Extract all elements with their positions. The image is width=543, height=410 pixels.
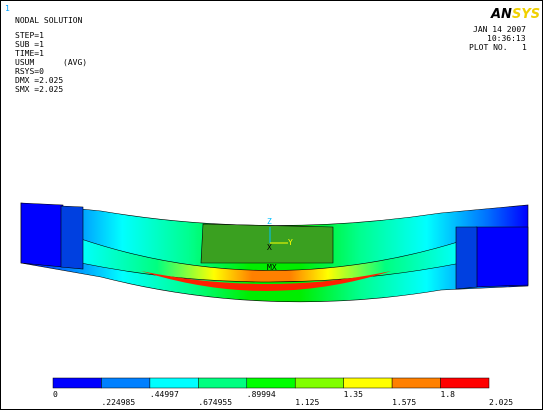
- legend-swatch: [149, 377, 199, 389]
- legend-label: 1.8: [440, 390, 455, 399]
- plot-number: PLOT NO. 1: [469, 43, 527, 52]
- left-stiffener: [60, 205, 84, 270]
- info-line: STEP=1: [15, 31, 44, 40]
- legend-label: 2.025: [489, 398, 514, 407]
- info-line: RSYS=0: [15, 67, 44, 76]
- legend-swatch: [343, 377, 393, 389]
- max-zone: [141, 271, 391, 291]
- legend-label: .89994: [246, 390, 276, 399]
- avg-label: (AVG): [63, 58, 88, 67]
- max-label: MX: [267, 263, 277, 272]
- legend-label: 1.35: [343, 390, 363, 399]
- info-line: SUB =1: [15, 40, 44, 49]
- triad-y-label: Y: [288, 238, 293, 247]
- legend-swatch: [246, 377, 296, 389]
- center-plate: [200, 223, 334, 264]
- info-line: SMX =2.025: [15, 85, 64, 94]
- legend-swatch: [440, 377, 490, 389]
- legend-swatch: [198, 377, 248, 389]
- info-line: DMX =2.025: [15, 76, 64, 85]
- info-title: NODAL SOLUTION: [15, 16, 83, 25]
- triad-z-label: Z: [267, 217, 272, 226]
- logo-left: AN: [491, 7, 512, 22]
- legend-label: 1.125: [295, 398, 320, 407]
- time: 10:36:13: [487, 34, 526, 43]
- legend-swatch: [52, 377, 102, 389]
- legend-label: .224985: [101, 398, 136, 407]
- legend-swatch: [391, 377, 441, 389]
- legend-swatch: [294, 377, 344, 389]
- legend-label: .674955: [198, 398, 233, 407]
- legend-swatch: [101, 377, 151, 389]
- legend-label: .44997: [149, 390, 179, 399]
- info-line: USUM: [15, 58, 35, 67]
- logo-right: SYS: [511, 7, 541, 22]
- info-line: TIME=1: [15, 49, 44, 58]
- right-stiffener: [455, 226, 478, 290]
- window-id: 1: [5, 4, 10, 13]
- logo: ANSYS: [491, 7, 540, 22]
- legend: [52, 377, 490, 389]
- legend-label: 1.575: [392, 398, 417, 407]
- right-end: [475, 226, 529, 288]
- legend-label: 0: [53, 390, 58, 399]
- triad-x-label: X: [267, 243, 272, 252]
- left-end: [20, 202, 64, 268]
- date: JAN 14 2007: [473, 25, 526, 34]
